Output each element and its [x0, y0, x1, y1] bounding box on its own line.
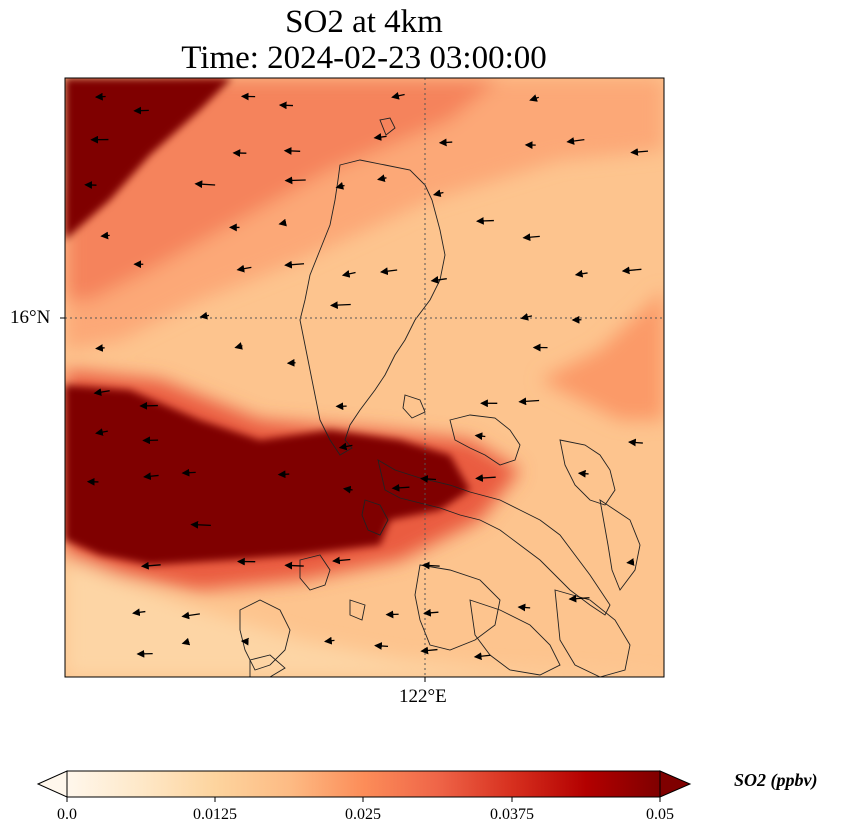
colorbar-tick-label: 0.05 — [646, 806, 674, 823]
wind-arrow — [630, 148, 649, 156]
wind-arrow — [284, 561, 304, 570]
wind-arrow — [430, 276, 447, 284]
wind-arrow — [95, 428, 108, 436]
wind-vectors — [84, 91, 649, 661]
wind-arrow — [329, 301, 351, 309]
colorbar-tick-label: 0.0125 — [193, 806, 237, 823]
wind-arrow — [100, 231, 110, 240]
wind-arrow — [438, 138, 453, 147]
wind-arrow — [520, 313, 533, 321]
so2-map — [60, 77, 665, 682]
wind-arrow — [181, 637, 191, 646]
wind-arrow — [517, 603, 531, 612]
wind-arrow — [475, 474, 496, 482]
wind-arrow — [568, 594, 590, 603]
colorbar-tick-label: 0.0375 — [490, 806, 534, 823]
wind-arrow — [143, 472, 159, 481]
colorbar-tick-label: 0.025 — [345, 806, 381, 823]
wind-arrow — [341, 270, 356, 278]
colorbar-min-extend — [36, 770, 68, 798]
wind-arrow — [474, 432, 486, 441]
wind-arrow — [194, 180, 216, 189]
wind-arrow — [140, 561, 161, 570]
wind-arrow — [190, 520, 211, 529]
wind-arrow — [234, 342, 243, 350]
wind-arrow — [391, 483, 410, 492]
wind-arrow — [577, 469, 589, 478]
wind-arrow — [181, 468, 196, 477]
wind-arrow — [94, 92, 106, 101]
wind-arrow — [283, 147, 301, 155]
wind-arrow — [423, 608, 439, 617]
wind-arrow — [522, 233, 540, 242]
wind-arrow — [284, 176, 306, 185]
so2-field — [65, 78, 664, 677]
wind-arrow — [338, 442, 353, 451]
map-subtitle-time: Time: 2024-02-23 03:00:00 — [181, 40, 547, 76]
wind-arrow — [277, 470, 290, 479]
map-frame — [64, 77, 665, 678]
wind-arrow — [420, 475, 437, 483]
wind-arrow — [284, 260, 305, 269]
wind-arrow — [626, 558, 635, 566]
colorbar-unit-label: SO2 (ppbv) — [734, 770, 818, 790]
longitude-tick-label: 122°E — [399, 686, 447, 707]
map-title: SO2 at 4km — [285, 4, 443, 40]
wind-arrow — [391, 91, 405, 100]
wind-arrow — [199, 311, 210, 320]
wind-arrow — [420, 646, 438, 655]
wind-arrow — [95, 344, 105, 352]
wind-arrow — [475, 217, 494, 225]
wind-arrow — [566, 137, 585, 145]
wind-arrow — [518, 397, 540, 406]
wind-arrow — [574, 269, 588, 278]
wind-arrow — [342, 485, 353, 494]
wind-arrow — [332, 556, 351, 565]
wind-arrow — [627, 438, 643, 447]
wind-arrow — [373, 133, 387, 141]
wind-arrow — [132, 608, 146, 617]
coastlines — [239, 117, 641, 677]
wind-arrow — [236, 264, 252, 273]
wind-arrow — [421, 561, 440, 570]
wind-arrow — [621, 266, 642, 275]
wind-arrow — [335, 182, 345, 190]
wind-arrow — [181, 611, 200, 620]
latitude-tick-label: 16°N — [10, 307, 51, 328]
colorbar-max-extend — [659, 770, 692, 798]
wind-arrow — [432, 189, 444, 197]
wind-arrow — [380, 267, 398, 276]
wind-arrow — [374, 642, 389, 650]
colorbar-gradient — [67, 771, 660, 797]
wind-arrow — [377, 174, 387, 182]
wind-arrow — [278, 218, 287, 227]
wind-arrow — [473, 652, 491, 661]
colorbar-tick-label: 0.0 — [57, 806, 77, 823]
wind-arrow — [529, 94, 540, 102]
wind-arrow — [323, 636, 335, 645]
wind-arrow — [93, 388, 110, 396]
